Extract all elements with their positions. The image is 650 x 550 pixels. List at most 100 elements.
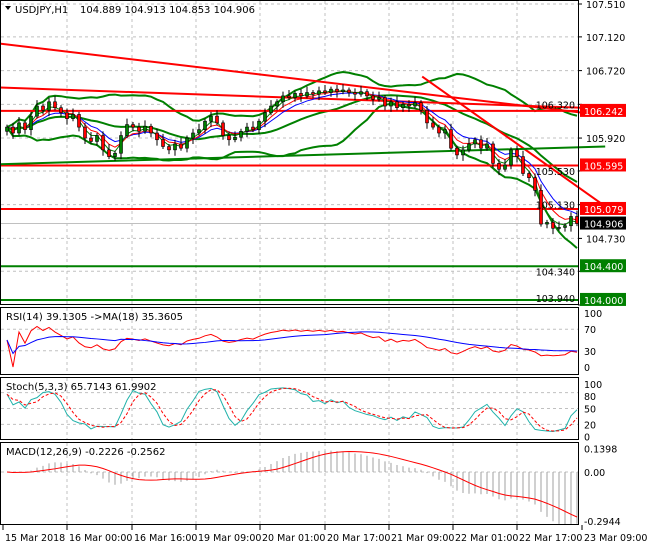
candle (443, 125, 447, 139)
price-marker-label: 105.079 (584, 205, 623, 216)
candle (149, 123, 153, 138)
candle-body (545, 222, 549, 225)
triangle-down-icon[interactable] (5, 6, 11, 10)
candle-body (41, 105, 45, 111)
price-panel-border (0, 0, 579, 305)
candle (419, 100, 423, 115)
price-marker: 104.400 (580, 259, 626, 273)
candle-body (35, 105, 39, 117)
price-marker-box (580, 259, 626, 273)
candle-body (125, 124, 129, 136)
candle (479, 135, 483, 155)
candle (299, 89, 303, 102)
macd-axis-label: 0.00 (584, 468, 605, 479)
candle (515, 145, 519, 163)
candle-body (173, 143, 177, 151)
rsi-panel[interactable] (6, 325, 578, 368)
candle (107, 143, 111, 160)
stochastic-panel[interactable] (6, 387, 578, 432)
price-marker-label: 104.906 (584, 220, 623, 231)
candle-body (137, 126, 141, 132)
candle (197, 123, 201, 136)
candle-body (227, 135, 231, 141)
candle (359, 85, 363, 97)
stochastic-axis-label: 100 (584, 380, 602, 391)
candle-body (515, 149, 519, 157)
candle (89, 132, 93, 144)
stochastic-d-line (6, 387, 578, 432)
macd-label: MACD(12,26,9) -0.2226 -0.2562 (6, 447, 166, 458)
candle-body (401, 104, 405, 109)
price-tick-label: 105.920 (586, 134, 625, 145)
candle-body (377, 97, 381, 100)
candle (125, 118, 129, 139)
candle (23, 120, 27, 134)
stochastic-axis-label: 20 (584, 420, 596, 431)
candle-body (275, 101, 279, 107)
candle (257, 118, 261, 134)
candle (11, 122, 15, 139)
price-marker-label: 106.242 (584, 107, 623, 118)
candle-body (479, 139, 483, 149)
candle-body (407, 104, 411, 107)
candle (323, 84, 327, 96)
candle (95, 133, 99, 146)
candle-body (239, 131, 243, 138)
candle-body (59, 107, 63, 114)
candle (221, 120, 225, 140)
stochastic-label: Stoch(5,3,3) 65.7143 61.9902 (6, 382, 157, 393)
candle (281, 91, 285, 108)
candle-body (491, 143, 495, 164)
rsi-label: RSI(14) 39.1305 ->MA(18) 35.3605 (6, 312, 183, 323)
candle (533, 173, 537, 197)
candle (155, 128, 159, 146)
candle (497, 159, 501, 176)
candle-body (449, 129, 453, 149)
macd-panel-border (0, 442, 579, 525)
price-marker-box (580, 103, 626, 117)
candle (287, 90, 291, 101)
candle (383, 95, 387, 111)
candle (185, 135, 189, 153)
candle-body (395, 101, 399, 109)
price-tick-label: 103.940 (536, 294, 575, 305)
candle (545, 219, 549, 229)
candle (137, 122, 141, 138)
candle-body (155, 132, 159, 141)
candle (407, 100, 411, 112)
time-label: 16 Mar 00:00 (69, 533, 132, 544)
candle-body (539, 190, 543, 225)
price-marker-label: 104.400 (584, 262, 623, 273)
candle-body (47, 101, 51, 111)
candle (551, 218, 555, 235)
candle-body (269, 105, 273, 114)
candle-body (467, 143, 471, 151)
price-marker: 106.242 (580, 103, 626, 118)
candle-body (257, 120, 261, 130)
price-marker-label: 105.595 (584, 161, 623, 172)
candle-body (215, 115, 219, 124)
grid-lines (1, 1, 578, 524)
candle (557, 221, 561, 231)
candle-body (347, 89, 351, 93)
price-marker-box (580, 158, 626, 172)
candle-body (413, 102, 417, 107)
time-label: 22 Mar 01:00 (455, 533, 518, 544)
stochastic-axis-label: 0 (584, 432, 590, 443)
candle (47, 97, 51, 117)
price-panel[interactable] (0, 42, 606, 301)
macd-signal-line (6, 451, 578, 518)
stochastic-k-line (6, 387, 578, 432)
symbol-label: USDJPY,H1 (15, 5, 68, 16)
candle-body (209, 115, 213, 122)
candle-body (365, 91, 369, 97)
price-tick-label: 104.340 (536, 267, 575, 278)
candle (449, 123, 453, 151)
candle (17, 116, 21, 136)
candle (317, 86, 321, 101)
price-tick-label: 105.530 (536, 167, 575, 178)
bollinger-upper-band (6, 71, 578, 128)
macd-panel[interactable] (6, 450, 578, 524)
rsi-panel-border (0, 307, 579, 375)
